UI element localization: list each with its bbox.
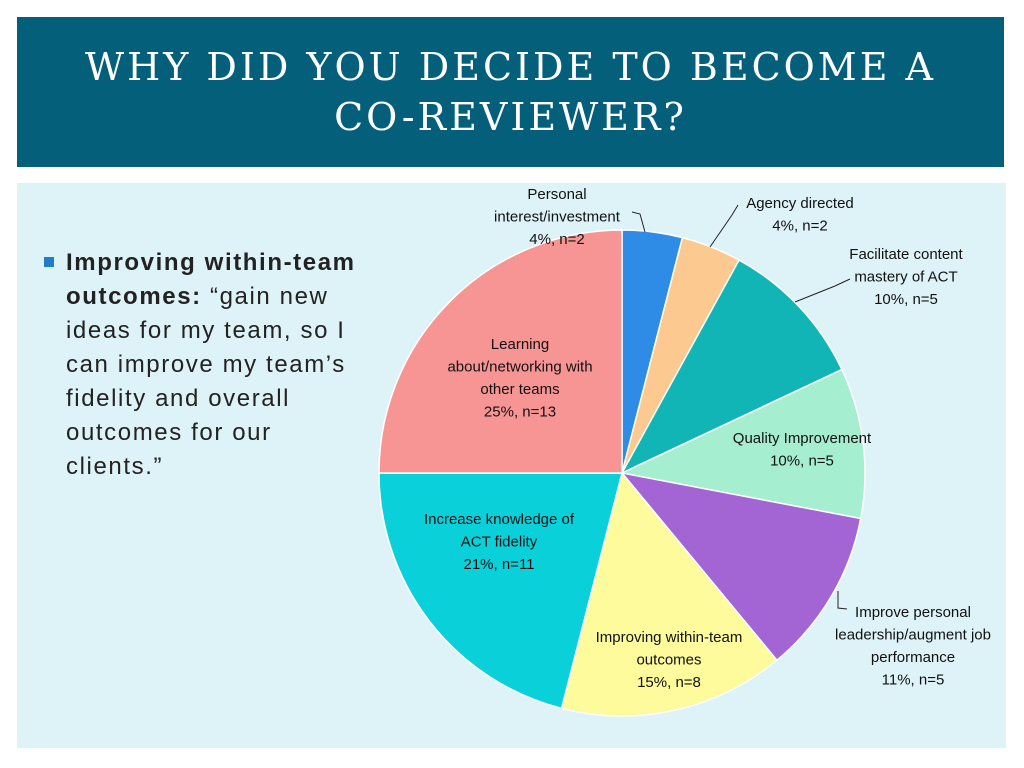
personal-interest-leader-line bbox=[631, 211, 646, 233]
slice-increase-knowledge bbox=[378, 472, 623, 710]
slice-improving-within-team bbox=[560, 471, 778, 717]
leader-lines bbox=[631, 204, 851, 610]
facilitate-content-label: Facilitate content mastery of ACT 10%, n=5 bbox=[849, 246, 963, 308]
page-title-line-2: CO-REVIEWER? bbox=[334, 95, 687, 139]
slice-facilitate-content bbox=[620, 259, 843, 475]
slice-learning-networking bbox=[378, 229, 623, 474]
quote-bullet: Improving within-team outcomes: “gain ne… bbox=[44, 246, 374, 484]
pie-slices bbox=[378, 229, 866, 717]
increase-knowledge-label: Increase knowledge of ACT fidelity 21%, n=… bbox=[424, 511, 575, 573]
quality-improvement-label: Quality Improvement 10%, n=5 bbox=[733, 430, 872, 470]
bullet-square-icon bbox=[44, 257, 54, 267]
bullet-bold-text: Improving within-team outcomes: bbox=[66, 249, 356, 310]
improve-leadership-label: Improve personal leadership/augment job pe… bbox=[835, 604, 991, 689]
title-bar: WHY DID YOU DECIDE TO BECOME A CO-REVIEW… bbox=[17, 17, 1004, 167]
slice-labels: Personal interest/investment 4%, n=2 Agency… bbox=[424, 186, 991, 691]
bullet-quote-text: “gain new ideas for my team, so I can im… bbox=[66, 283, 346, 480]
improve-leadership-leader-line bbox=[837, 591, 848, 610]
agency-directed-leader-line bbox=[709, 204, 739, 248]
slice-quality-improvement bbox=[619, 368, 866, 520]
slice-improve-leadership bbox=[620, 471, 862, 662]
agency-directed-label: Agency directed 4%, n=2 bbox=[746, 195, 854, 235]
improving-within-team-label: Improving within-team outcomes 15%, n=8 bbox=[596, 629, 743, 691]
facilitate-content-leader-line bbox=[794, 278, 851, 303]
page-title-line-1: WHY DID YOU DECIDE TO BECOME A bbox=[85, 45, 936, 89]
bullet-text: Improving within-team outcomes: “gain ne… bbox=[66, 246, 374, 484]
personal-interest-label: Personal interest/investment 4%, n=2 bbox=[494, 186, 621, 248]
learning-networking-label: Learning about/networking with other teams… bbox=[447, 336, 592, 421]
